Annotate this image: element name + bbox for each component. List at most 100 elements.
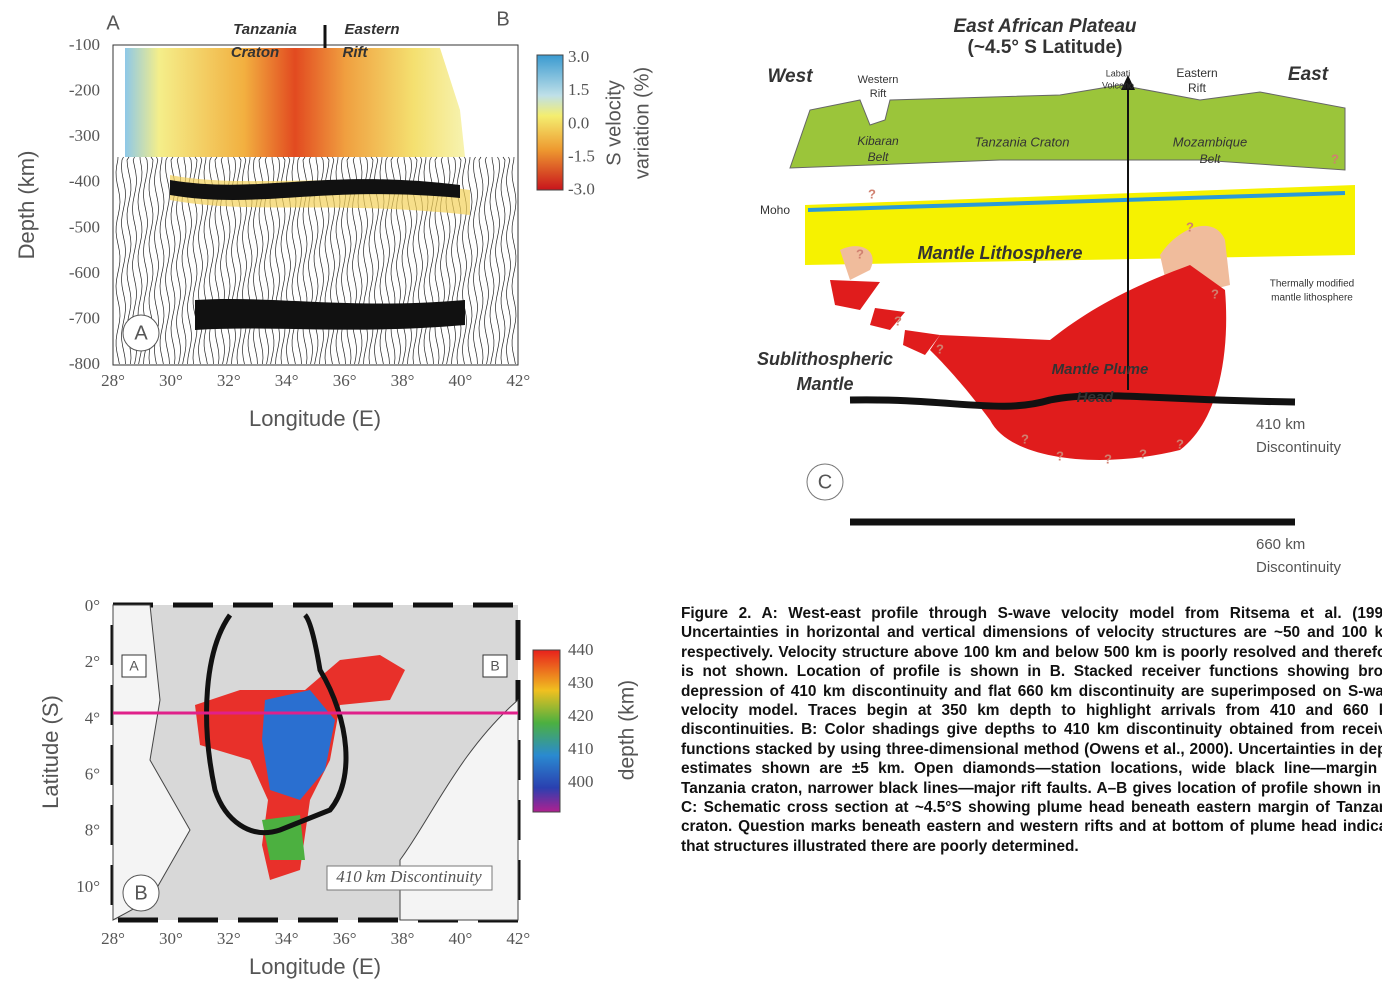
tick-label: -800 — [69, 354, 100, 373]
tick-label: -200 — [69, 81, 100, 100]
unit-label: Belt — [868, 150, 889, 164]
subtitle: (~4.5° S Latitude) — [968, 37, 1123, 58]
plume-fragments — [830, 280, 940, 355]
tick-label: 8° — [85, 821, 100, 840]
tick-label: 42° — [506, 371, 530, 390]
tick-label: 0.0 — [568, 113, 589, 132]
tick-label: 440 — [568, 640, 594, 659]
unit-label: Mantle Plume — [1052, 361, 1149, 378]
question-mark: ? — [1176, 436, 1184, 451]
question-mark: ? — [1139, 446, 1147, 461]
colorbar-label: S velocity — [603, 80, 625, 166]
tick-label: 400 — [568, 772, 594, 791]
region-label: Eastern — [344, 21, 399, 38]
tick-label: -300 — [69, 126, 100, 145]
region-label: Tanzania — [233, 21, 297, 38]
tick-label: -400 — [69, 172, 100, 191]
tick-label: 28° — [101, 929, 125, 948]
discontinuity-label: Discontinuity — [1256, 439, 1342, 456]
panel-b: A B 410 km Discontinuity B Latitude (S) … — [38, 605, 639, 979]
colorbar-label: depth (km) — [616, 680, 639, 780]
profile-end: B — [490, 658, 499, 674]
profile-end: A — [129, 658, 139, 674]
tick-label: 430 — [568, 673, 594, 692]
tick-label: 3.0 — [568, 47, 589, 66]
tick-label: 4° — [85, 708, 100, 727]
tick-label: -700 — [69, 309, 100, 328]
region-label: Craton — [231, 44, 279, 61]
tick-label: 42° — [506, 929, 530, 948]
unit-label: mantle lithosphere — [1271, 293, 1353, 304]
tick-label: -1.5 — [568, 147, 595, 166]
unit-label: Sublithospheric — [757, 349, 893, 369]
tick-label: 30° — [159, 929, 183, 948]
question-mark: ? — [856, 246, 864, 261]
feature-label: Rift — [1188, 81, 1207, 95]
unit-label: Thermally modified — [1270, 279, 1354, 290]
arrival-660 — [195, 299, 465, 330]
question-mark: ? — [936, 341, 944, 356]
tick-label: 10° — [76, 877, 100, 896]
inset-label: 410 km Discontinuity — [336, 867, 482, 886]
tick-label: 34° — [275, 371, 299, 390]
tick-label: 410 — [568, 739, 594, 758]
question-mark: ? — [894, 313, 902, 328]
panel-letter: A — [134, 322, 148, 344]
tick-label: 0° — [85, 596, 100, 615]
discontinuity-label: 660 km — [1256, 536, 1305, 553]
tick-label: -500 — [69, 217, 100, 236]
y-axis-label: Latitude (S) — [38, 695, 63, 809]
feature-label: Eastern — [1176, 66, 1217, 80]
x-axis-label: Longitude (E) — [249, 406, 381, 431]
question-mark: ? — [1211, 286, 1219, 301]
y-axis-label: Depth (km) — [14, 151, 39, 260]
panel-letter: C — [818, 471, 832, 493]
question-mark: ? — [1056, 448, 1064, 463]
tick-label: 420 — [568, 706, 594, 725]
side-label: East — [1288, 64, 1329, 85]
tick-label: -3.0 — [568, 180, 595, 199]
feature-label: Western — [858, 74, 899, 86]
tick-label: 38° — [391, 371, 415, 390]
question-mark: ? — [868, 186, 876, 201]
tick-label: 40° — [448, 371, 472, 390]
unit-label: Kibaran — [857, 134, 899, 148]
tick-label: 2° — [85, 652, 100, 671]
panel-c: C East African Plateau (~4.5° S Latitude… — [757, 16, 1355, 576]
feature-label: Labati — [1106, 68, 1131, 78]
question-mark: ? — [1021, 431, 1029, 446]
profile-end: B — [496, 8, 509, 30]
tick-label: 28° — [101, 371, 125, 390]
feature-label: Volcano — [1102, 80, 1134, 90]
discontinuity-label: Discontinuity — [1256, 559, 1342, 576]
tick-label: 32° — [217, 929, 241, 948]
tick-label: 38° — [391, 929, 415, 948]
unit-label: Head — [1077, 389, 1115, 406]
colorbar — [537, 55, 563, 190]
question-mark: ? — [1104, 451, 1112, 466]
moho-label: Moho — [760, 203, 790, 217]
velocity-field — [125, 48, 465, 157]
panel-letter: B — [134, 882, 147, 904]
colorbar — [533, 650, 560, 812]
x-axis-label: Longitude (E) — [249, 954, 381, 979]
question-mark: ? — [1186, 219, 1194, 234]
unit-label: Tanzania Craton — [975, 134, 1070, 149]
panel-a: A B Tanzania Craton Eastern Rift A Depth… — [14, 8, 653, 431]
unit-label: Mantle — [796, 374, 853, 394]
tick-label: 40° — [448, 929, 472, 948]
unit-label: Mantle Lithosphere — [917, 243, 1082, 263]
side-label: West — [767, 66, 813, 87]
tick-label: 6° — [85, 765, 100, 784]
tick-label: 36° — [333, 929, 357, 948]
region-label: Rift — [343, 44, 369, 61]
page: {"panel_a": {"letter": "A", "end_left": … — [0, 0, 1382, 982]
tick-label: -100 — [69, 35, 100, 54]
feature-label: Rift — [870, 88, 887, 100]
unit-label: Belt — [1200, 152, 1221, 166]
discontinuity-label: 410 km — [1256, 416, 1305, 433]
tick-label: 30° — [159, 371, 183, 390]
profile-end: A — [106, 12, 120, 34]
question-mark: ? — [1331, 151, 1339, 166]
tick-label: 1.5 — [568, 80, 589, 99]
